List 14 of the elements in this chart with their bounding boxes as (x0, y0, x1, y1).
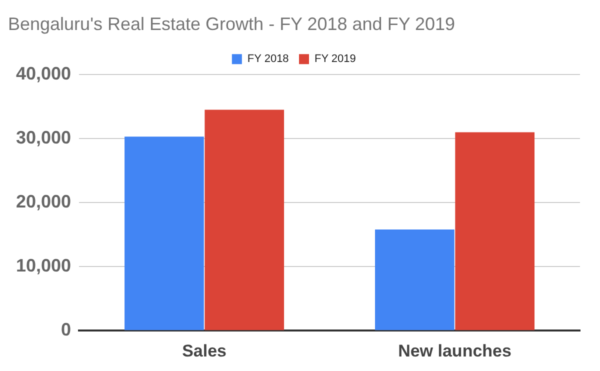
x-tick-label: Sales (182, 341, 227, 360)
x-tick-label: New launches (398, 341, 512, 360)
chart-title: Bengaluru's Real Estate Growth - FY 2018 and FY 2019 (8, 14, 456, 34)
y-tick-label: 30,000 (16, 128, 72, 148)
legend-label: FY 2019 (314, 53, 356, 66)
legend-label: FY 2018 (247, 53, 289, 66)
bar (455, 132, 535, 330)
y-tick-label: 40,000 (16, 64, 72, 84)
bar (124, 136, 204, 330)
y-tick-label: 20,000 (16, 192, 72, 212)
bar (204, 110, 284, 330)
y-tick-label: 10,000 (16, 256, 72, 276)
bar (375, 229, 454, 330)
y-tick-label: 0 (61, 320, 72, 340)
